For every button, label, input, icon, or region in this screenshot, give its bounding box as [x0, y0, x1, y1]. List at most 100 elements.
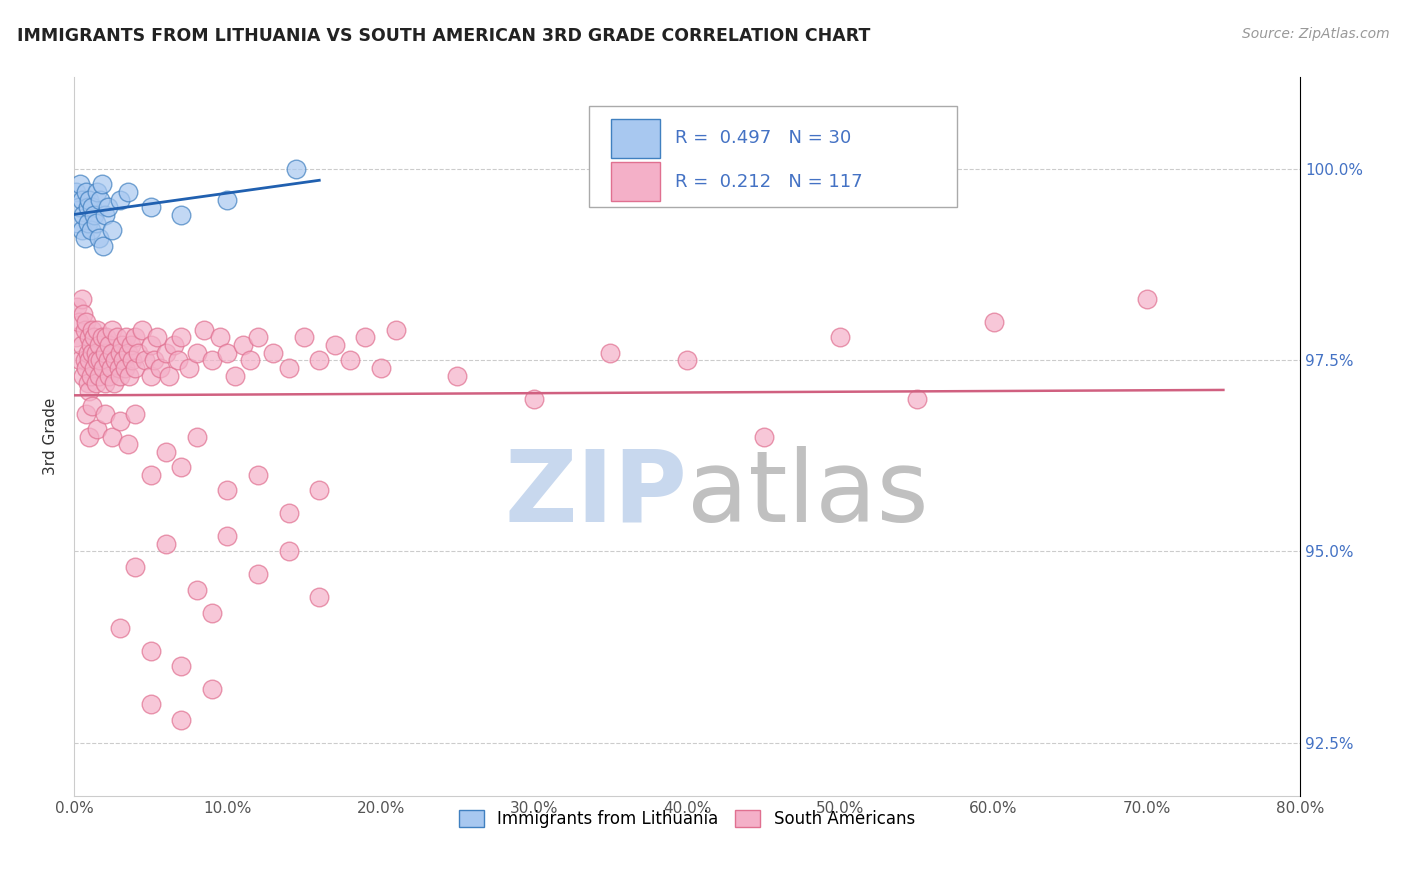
- Point: [79, 330, 101, 344]
- Point: [676, 353, 699, 368]
- Point: [108, 621, 131, 635]
- Point: [217, 193, 239, 207]
- Point: [77, 345, 100, 359]
- Point: [70, 292, 93, 306]
- Point: [98, 368, 121, 383]
- Point: [93, 407, 115, 421]
- Point: [830, 330, 852, 344]
- Point: [86, 353, 108, 368]
- Point: [124, 559, 146, 574]
- Text: Source: ZipAtlas.com: Source: ZipAtlas.com: [1241, 27, 1389, 41]
- Point: [167, 353, 190, 368]
- Point: [90, 178, 112, 192]
- Point: [114, 361, 136, 376]
- Point: [186, 345, 208, 359]
- Point: [983, 315, 1005, 329]
- Point: [117, 185, 139, 199]
- Point: [446, 368, 468, 383]
- Point: [170, 713, 193, 727]
- Point: [139, 201, 162, 215]
- Point: [193, 323, 215, 337]
- Point: [77, 376, 100, 391]
- Point: [323, 338, 346, 352]
- Point: [73, 353, 96, 368]
- Point: [134, 353, 156, 368]
- Point: [339, 353, 361, 368]
- Point: [65, 185, 87, 199]
- Point: [108, 345, 131, 359]
- Point: [217, 345, 239, 359]
- Point: [308, 591, 330, 605]
- Point: [201, 606, 224, 620]
- Point: [87, 231, 110, 245]
- Point: [75, 361, 97, 376]
- Point: [118, 368, 141, 383]
- Point: [75, 407, 97, 421]
- Point: [98, 338, 121, 352]
- Point: [201, 681, 224, 696]
- Point: [155, 445, 177, 459]
- Point: [246, 468, 269, 483]
- Point: [65, 330, 87, 344]
- Point: [246, 567, 269, 582]
- Point: [101, 323, 124, 337]
- Point: [84, 345, 107, 359]
- Point: [110, 338, 132, 352]
- Point: [83, 361, 105, 376]
- Point: [87, 338, 110, 352]
- Point: [277, 361, 299, 376]
- Point: [155, 537, 177, 551]
- Point: [139, 698, 162, 712]
- Point: [149, 361, 172, 376]
- Text: R =  0.212   N = 117: R = 0.212 N = 117: [675, 173, 862, 191]
- Point: [72, 308, 94, 322]
- Point: [177, 361, 200, 376]
- Point: [73, 323, 96, 337]
- Bar: [612, 119, 659, 158]
- Point: [262, 345, 284, 359]
- Point: [599, 345, 621, 359]
- Point: [101, 430, 124, 444]
- Point: [69, 353, 91, 368]
- Point: [72, 208, 94, 222]
- Point: [142, 353, 165, 368]
- Point: [96, 330, 118, 344]
- Point: [308, 483, 330, 498]
- Point: [107, 361, 129, 376]
- Point: [186, 430, 208, 444]
- Point: [91, 238, 114, 252]
- Point: [139, 338, 162, 352]
- Point: [1136, 292, 1159, 306]
- Point: [108, 415, 131, 429]
- Point: [79, 384, 101, 398]
- Point: [157, 368, 180, 383]
- Point: [72, 368, 94, 383]
- Point: [93, 345, 115, 359]
- Point: [100, 361, 122, 376]
- Point: [70, 223, 93, 237]
- Bar: [589, 106, 956, 207]
- Point: [292, 330, 315, 344]
- Text: ZIP: ZIP: [505, 446, 688, 542]
- Point: [139, 468, 162, 483]
- Point: [370, 361, 392, 376]
- Point: [101, 223, 124, 237]
- Point: [73, 231, 96, 245]
- Point: [66, 300, 89, 314]
- Point: [69, 178, 91, 192]
- Point: [170, 330, 193, 344]
- Point: [201, 353, 224, 368]
- Point: [308, 353, 330, 368]
- Point: [523, 392, 546, 406]
- Point: [139, 368, 162, 383]
- Point: [170, 659, 193, 673]
- Text: IMMIGRANTS FROM LITHUANIA VS SOUTH AMERICAN 3RD GRADE CORRELATION CHART: IMMIGRANTS FROM LITHUANIA VS SOUTH AMERI…: [17, 27, 870, 45]
- Point: [385, 323, 408, 337]
- Point: [103, 376, 125, 391]
- Point: [124, 361, 146, 376]
- Point: [67, 201, 90, 215]
- Point: [82, 345, 104, 359]
- Point: [217, 529, 239, 543]
- Point: [224, 368, 246, 383]
- Point: [170, 208, 193, 222]
